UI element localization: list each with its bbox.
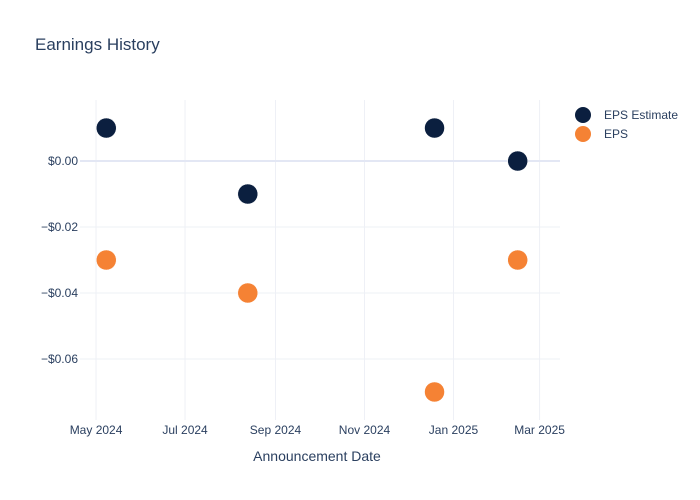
x-axis-title: Announcement Date xyxy=(253,448,381,464)
chart-title: Earnings History xyxy=(35,35,160,54)
legend-marker xyxy=(575,126,591,142)
legend-marker xyxy=(575,107,591,123)
legend-label: EPS Estimate xyxy=(604,108,678,122)
data-point[interactable] xyxy=(507,150,528,172)
legend-label: EPS xyxy=(604,127,628,141)
x-tick-label: Nov 2024 xyxy=(339,423,391,437)
data-point[interactable] xyxy=(237,282,259,304)
y-tick-label: −$0.06 xyxy=(41,352,78,366)
grid-layer xyxy=(80,100,560,420)
data-point[interactable] xyxy=(96,249,117,271)
x-tick-label: May 2024 xyxy=(70,423,123,437)
y-tick-label: −$0.02 xyxy=(41,220,78,234)
tick-labels: May 2024 Jul 2024 Sep 2024 Nov 2024 Jan 2025… xyxy=(41,154,565,437)
data-point[interactable] xyxy=(424,117,445,139)
data-point[interactable] xyxy=(424,381,445,403)
data-point[interactable] xyxy=(507,249,528,271)
y-tick-label: $0.00 xyxy=(48,154,78,168)
x-tick-label: Jul 2024 xyxy=(162,423,208,437)
legend[interactable]: EPS Estimate EPS xyxy=(575,107,678,142)
series-eps xyxy=(96,249,528,403)
x-tick-label: Jan 2025 xyxy=(429,423,479,437)
x-tick-label: Mar 2025 xyxy=(514,423,565,437)
data-point[interactable] xyxy=(96,117,117,139)
legend-item[interactable]: EPS xyxy=(575,126,628,142)
series-eps-estimate xyxy=(96,117,528,205)
x-tick-label: Sep 2024 xyxy=(250,423,302,437)
data-points xyxy=(96,117,528,403)
data-point[interactable] xyxy=(237,183,259,205)
legend-item[interactable]: EPS Estimate xyxy=(575,107,678,123)
y-tick-label: −$0.04 xyxy=(41,286,78,300)
